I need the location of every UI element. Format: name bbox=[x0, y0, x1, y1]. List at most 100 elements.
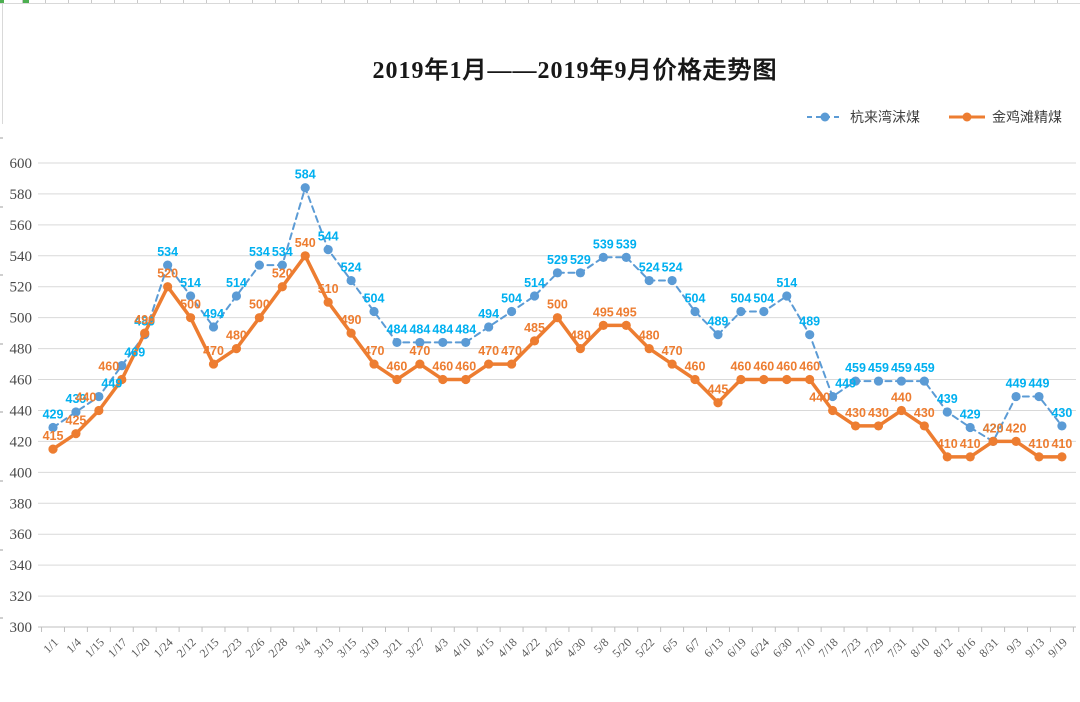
data-label: 504 bbox=[364, 291, 385, 305]
data-label: 470 bbox=[478, 344, 499, 358]
data-label: 460 bbox=[98, 360, 119, 374]
data-label: 420 bbox=[1006, 421, 1027, 435]
spreadsheet-row-mark bbox=[0, 137, 3, 139]
data-label: 494 bbox=[478, 307, 499, 321]
data-label: 459 bbox=[914, 361, 935, 375]
data-label: 484 bbox=[432, 322, 453, 336]
spreadsheet-column-ticks bbox=[0, 0, 1080, 3]
data-point-marker bbox=[850, 376, 861, 386]
x-tick-label: 3/27 bbox=[403, 635, 428, 660]
data-label: 429 bbox=[960, 407, 981, 421]
x-axis-ticks bbox=[41, 627, 1074, 632]
data-point-marker bbox=[163, 282, 173, 292]
data-point-marker bbox=[965, 452, 975, 462]
data-point-marker bbox=[163, 260, 173, 270]
data-point-marker bbox=[942, 452, 952, 462]
x-tick-label: 4/10 bbox=[449, 635, 474, 660]
data-label: 500 bbox=[249, 298, 270, 312]
x-tick-label: 5/8 bbox=[591, 635, 612, 656]
data-label: 534 bbox=[272, 245, 293, 259]
data-point-marker bbox=[942, 407, 952, 417]
series-1 bbox=[48, 251, 1067, 462]
data-point-marker bbox=[1057, 452, 1067, 462]
y-tick-label: 380 bbox=[10, 496, 33, 512]
y-gridlines bbox=[38, 162, 1076, 628]
data-label: 524 bbox=[662, 261, 683, 275]
data-label: 524 bbox=[639, 261, 660, 275]
y-axis-labels: 300 320 340 360 380 400 420 440 460 480 500 520 540 5… bbox=[10, 156, 33, 636]
data-point-marker bbox=[346, 328, 356, 338]
data-point-marker bbox=[850, 421, 861, 431]
data-point-marker bbox=[644, 344, 654, 354]
x-tick-label: 9/19 bbox=[1045, 635, 1070, 660]
data-label: 534 bbox=[157, 245, 178, 259]
spreadsheet-row-mark bbox=[0, 548, 3, 551]
data-point-marker bbox=[254, 260, 264, 270]
x-tick-label: 2/15 bbox=[197, 635, 222, 660]
data-point-marker bbox=[529, 291, 540, 301]
x-tick-label: 8/31 bbox=[976, 635, 1001, 660]
data-point-marker bbox=[621, 252, 631, 262]
spreadsheet-row-mark bbox=[0, 274, 3, 277]
data-label: 470 bbox=[409, 344, 430, 358]
data-point-marker bbox=[254, 313, 264, 323]
data-label: 410 bbox=[1029, 437, 1050, 451]
data-label: 439 bbox=[66, 392, 87, 406]
x-tick-label: 4/30 bbox=[564, 635, 589, 660]
data-label: 500 bbox=[180, 298, 201, 312]
data-label: 459 bbox=[891, 361, 912, 375]
x-tick-label: 3/19 bbox=[357, 635, 382, 660]
x-tick-label: 7/29 bbox=[862, 635, 887, 660]
data-label: 430 bbox=[1051, 406, 1072, 420]
data-label: 529 bbox=[547, 253, 568, 267]
data-label: 484 bbox=[409, 322, 430, 336]
spreadsheet-left-gridline bbox=[2, 4, 3, 124]
x-tick-label: 6/30 bbox=[770, 635, 795, 660]
y-tick-label: 320 bbox=[10, 589, 33, 605]
data-point-marker bbox=[782, 291, 792, 301]
data-point-marker bbox=[392, 337, 402, 348]
data-point-marker bbox=[575, 268, 585, 278]
data-point-marker bbox=[71, 429, 81, 439]
data-label: 514 bbox=[776, 276, 797, 290]
data-label: 460 bbox=[799, 360, 820, 374]
data-label: 440 bbox=[75, 390, 96, 404]
y-tick-label: 360 bbox=[10, 527, 33, 543]
data-label: 514 bbox=[226, 276, 247, 290]
data-label: 544 bbox=[318, 230, 339, 244]
data-label: 480 bbox=[570, 329, 591, 343]
legend-marker-dashed-line-icon bbox=[807, 112, 843, 122]
data-point-marker bbox=[805, 330, 815, 340]
data-point-marker bbox=[644, 275, 654, 286]
x-tick-label: 1/20 bbox=[128, 635, 153, 660]
data-point-marker bbox=[484, 322, 494, 332]
y-tick-label: 520 bbox=[10, 280, 33, 296]
data-label: 470 bbox=[662, 344, 683, 358]
data-point-marker bbox=[552, 268, 563, 278]
x-tick-label: 9/13 bbox=[1022, 635, 1047, 660]
data-label: 460 bbox=[455, 360, 476, 374]
data-label: 469 bbox=[124, 346, 145, 360]
data-label: 489 bbox=[708, 315, 729, 329]
data-label: 410 bbox=[960, 437, 981, 451]
data-point-marker bbox=[736, 374, 746, 385]
x-tick-label: 3/21 bbox=[380, 635, 405, 660]
data-label: 429 bbox=[43, 407, 64, 421]
data-label: 490 bbox=[341, 313, 362, 327]
spreadsheet-row-mark bbox=[0, 205, 3, 208]
data-label: 485 bbox=[524, 321, 545, 335]
data-point-marker bbox=[828, 391, 838, 402]
data-point-marker bbox=[873, 376, 884, 386]
data-label: 520 bbox=[157, 267, 178, 281]
data-point-marker bbox=[438, 337, 448, 348]
legend-label: 杭来湾沫煤 bbox=[850, 109, 920, 125]
data-label: 410 bbox=[1051, 437, 1072, 451]
data-label: 484 bbox=[387, 322, 408, 336]
data-point-marker bbox=[461, 337, 471, 348]
x-tick-label: 6/7 bbox=[682, 635, 703, 656]
spreadsheet-row-mark bbox=[0, 342, 3, 345]
spreadsheet-green-mark bbox=[0, 0, 4, 3]
data-point-marker bbox=[185, 291, 196, 301]
